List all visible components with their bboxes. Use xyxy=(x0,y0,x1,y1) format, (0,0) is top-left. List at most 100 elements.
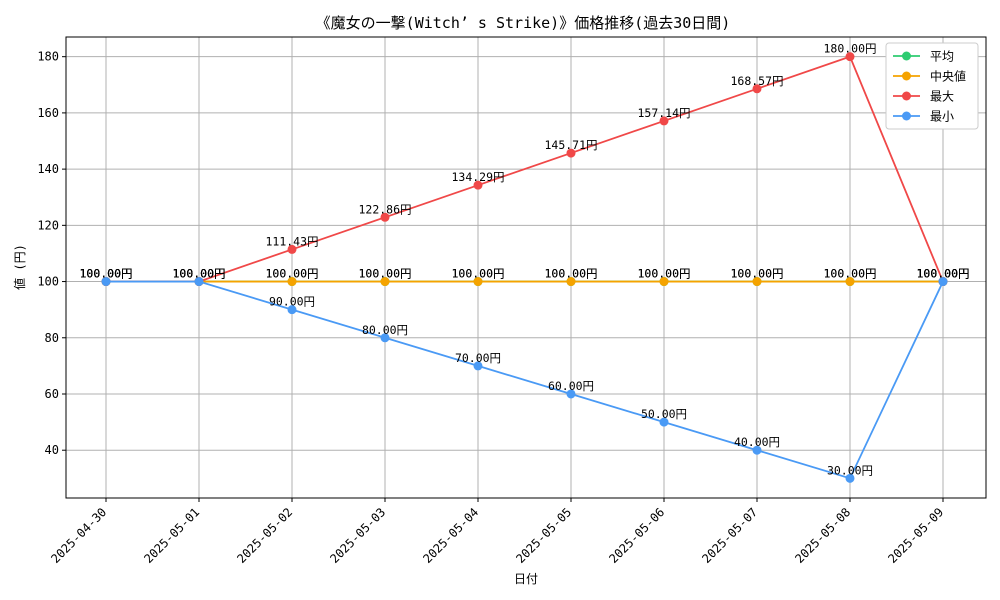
series-中央値 xyxy=(101,277,948,287)
data-label: 40.00円 xyxy=(734,435,780,449)
y-tick-label: 120 xyxy=(37,218,59,232)
data-label: 100.00円 xyxy=(79,267,132,281)
legend-item-最大: 最大 xyxy=(893,90,954,104)
data-point xyxy=(566,148,576,158)
data-label: 111.43円 xyxy=(265,234,318,248)
legend-item-平均: 平均 xyxy=(893,50,954,64)
data-label: 100.00円 xyxy=(172,267,225,281)
data-label: 100.00円 xyxy=(172,267,225,281)
data-label: 157.14円 xyxy=(637,106,690,120)
data-label: 100.00円 xyxy=(79,267,132,281)
legend-marker xyxy=(902,51,911,61)
x-tick-label: 2025-05-09 xyxy=(885,505,946,566)
data-label: 100.00円 xyxy=(916,267,969,281)
y-axis-label: 値 (円) xyxy=(12,244,27,290)
data-label: 100.00円 xyxy=(265,267,318,281)
data-point xyxy=(566,277,576,287)
y-tick-label: 40 xyxy=(45,443,59,457)
legend-label: 最小 xyxy=(930,110,954,124)
x-tick-label: 2025-05-07 xyxy=(699,505,760,566)
data-label: 100.00円 xyxy=(451,267,504,281)
data-label: 100.00円 xyxy=(544,267,597,281)
legend-label: 中央値 xyxy=(930,69,966,84)
y-tick-label: 160 xyxy=(37,106,59,120)
y-tick-label: 80 xyxy=(45,331,59,345)
y-tick-label: 140 xyxy=(37,162,59,176)
data-label: 100.00円 xyxy=(916,267,969,281)
data-point xyxy=(473,277,483,287)
data-label: 80.00円 xyxy=(362,323,408,337)
x-tick-label: 2025-05-04 xyxy=(420,505,481,566)
x-tick-label: 2025-05-01 xyxy=(141,505,202,566)
data-label: 122.86円 xyxy=(358,202,411,216)
series-line xyxy=(106,55,944,283)
data-label: 100.00円 xyxy=(823,267,876,281)
x-tick-label: 2025-04-30 xyxy=(48,505,109,566)
data-point xyxy=(566,389,576,399)
data-label: 100.00円 xyxy=(172,267,225,281)
data-label: 145.71円 xyxy=(544,138,597,152)
data-label: 100.00円 xyxy=(544,267,597,281)
data-point xyxy=(752,445,762,455)
legend-label: 最大 xyxy=(930,90,954,104)
data-label: 100.00円 xyxy=(916,267,969,281)
x-tick-label: 2025-05-02 xyxy=(234,505,295,566)
y-tick-label: 100 xyxy=(37,275,59,289)
legend-label: 平均 xyxy=(930,50,954,64)
plot-area xyxy=(65,36,987,499)
data-label: 100.00円 xyxy=(730,267,783,281)
x-tick-label: 2025-05-03 xyxy=(327,505,388,566)
data-point xyxy=(380,212,390,222)
data-label: 50.00円 xyxy=(641,407,687,421)
data-point xyxy=(659,417,669,427)
data-label: 100.00円 xyxy=(637,267,690,281)
data-point xyxy=(473,361,483,371)
data-point xyxy=(659,277,669,287)
data-label: 100.00円 xyxy=(451,267,504,281)
data-point xyxy=(194,277,204,287)
data-point xyxy=(752,277,762,287)
data-point xyxy=(845,277,855,287)
data-point xyxy=(845,52,855,62)
data-label: 168.57円 xyxy=(730,74,783,88)
x-axis-label: 日付 xyxy=(514,572,538,586)
data-label: 134.29円 xyxy=(451,170,504,184)
series-layer xyxy=(101,52,948,483)
data-label: 100.00円 xyxy=(637,267,690,281)
legend-marker xyxy=(902,71,911,81)
series-最小 xyxy=(101,277,948,483)
y-tick-label: 60 xyxy=(45,387,59,401)
data-point xyxy=(845,473,855,483)
data-point xyxy=(938,277,948,287)
x-tick-label: 2025-05-06 xyxy=(606,505,667,566)
data-label: 100.00円 xyxy=(79,267,132,281)
data-label: 100.00円 xyxy=(730,267,783,281)
y-tick-label: 180 xyxy=(37,50,59,64)
data-point xyxy=(380,277,390,287)
legend-item-最小: 最小 xyxy=(893,110,954,124)
data-point xyxy=(287,305,297,315)
data-point xyxy=(287,244,297,254)
data-label: 90.00円 xyxy=(269,295,315,309)
data-label: 180.00円 xyxy=(823,42,876,56)
data-label: 100.00円 xyxy=(916,267,969,281)
data-labels-layer: 100.00円 100.00円 100.00円 100.00円 100.00円 100.0… xyxy=(79,42,969,478)
data-label: 30.00円 xyxy=(827,463,873,477)
series-line xyxy=(106,280,944,480)
data-label: 100.00円 xyxy=(358,267,411,281)
x-tick-label: 2025-05-05 xyxy=(513,505,574,566)
data-point xyxy=(659,116,669,126)
legend-item-中央値: 中央値 xyxy=(893,69,966,84)
data-label: 100.00円 xyxy=(358,267,411,281)
x-tick-label: 2025-05-08 xyxy=(792,505,853,566)
legend-marker xyxy=(902,91,911,101)
y-axis: 40 60 80 100 120 140 160 180 xyxy=(37,50,66,457)
data-label: 100.00円 xyxy=(823,267,876,281)
x-axis: 2025-04-30 2025-05-01 2025-05-02 2025-05-03… xyxy=(48,498,946,566)
data-label: 100.00円 xyxy=(172,267,225,281)
data-label: 60.00円 xyxy=(548,379,594,393)
data-point xyxy=(752,84,762,94)
data-label: 70.00円 xyxy=(455,351,501,365)
